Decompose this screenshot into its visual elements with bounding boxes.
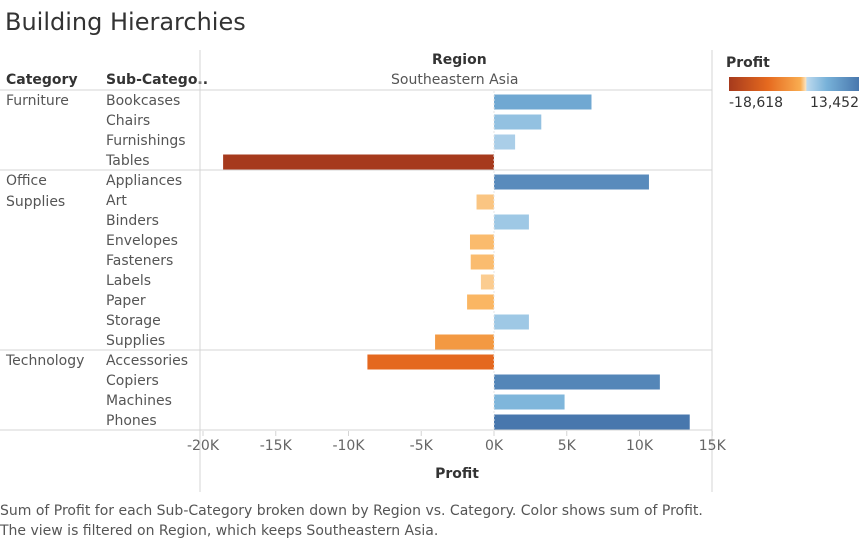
subcategory-label: Envelopes xyxy=(106,233,178,249)
x-tick-label: 0K xyxy=(484,438,504,454)
bar-accessories[interactable] xyxy=(367,354,494,370)
subcategory-label: Chairs xyxy=(106,113,151,129)
region-value[interactable]: Southeastern Asia xyxy=(391,72,519,88)
subcategory-label: Fasteners xyxy=(106,253,174,269)
chart-title: Building Hierarchies xyxy=(5,8,246,36)
bar-appliances[interactable] xyxy=(494,174,649,190)
subcategory-label: Machines xyxy=(106,393,172,409)
bar-labels[interactable] xyxy=(480,274,494,290)
subcategory-label: Copiers xyxy=(106,373,159,389)
bar-copiers[interactable] xyxy=(494,374,660,390)
caption-line-2: The view is filtered on Region, which ke… xyxy=(0,523,439,539)
bar-tables[interactable] xyxy=(223,154,494,170)
subcategory-header[interactable]: Sub-Catego.. xyxy=(106,72,209,88)
x-tick-label: 5K xyxy=(557,438,576,454)
bar-art[interactable] xyxy=(476,194,494,210)
subcategory-label: Furnishings xyxy=(106,133,186,149)
category-header[interactable]: Category xyxy=(6,72,78,88)
subcategory-label: Bookcases xyxy=(106,93,181,109)
subcategory-label: Tables xyxy=(106,153,150,169)
x-tick-label: -10K xyxy=(332,438,365,454)
bar-binders[interactable] xyxy=(494,214,529,230)
x-tick-label: -20K xyxy=(186,438,220,454)
subcategory-label: Phones xyxy=(106,413,157,429)
subcategory-label: Accessories xyxy=(106,353,189,369)
subcategory-label: Appliances xyxy=(106,173,183,189)
x-tick-label: 10K xyxy=(626,438,653,454)
category-label: Office Supplies xyxy=(6,173,66,210)
bar-bookcases[interactable] xyxy=(494,94,592,110)
bar-envelopes[interactable] xyxy=(469,234,494,250)
x-axis-title: Profit xyxy=(435,466,479,482)
subcategory-label: Labels xyxy=(106,273,152,289)
bar-phones[interactable] xyxy=(494,414,690,430)
category-label: Furniture xyxy=(6,93,69,109)
legend-max-label: 13,452 xyxy=(810,95,859,111)
legend-min-label: -18,618 xyxy=(729,95,784,111)
subcategory-label: Art xyxy=(106,193,127,209)
bar-chairs[interactable] xyxy=(494,114,542,130)
subcategory-label: Supplies xyxy=(106,333,166,349)
bar-paper[interactable] xyxy=(467,294,494,310)
region-header[interactable]: Region xyxy=(432,52,487,68)
x-tick-label: -15K xyxy=(259,438,292,454)
subcategory-label: Storage xyxy=(106,313,161,329)
subcategory-label: Binders xyxy=(106,213,159,229)
bar-storage[interactable] xyxy=(494,314,529,330)
bar-fasteners[interactable] xyxy=(470,254,494,270)
x-tick-label: -5K xyxy=(409,438,433,454)
caption-line-1: Sum of Profit for each Sub-Category brok… xyxy=(0,503,703,519)
legend-title: Profit xyxy=(726,55,770,71)
bar-supplies[interactable] xyxy=(435,334,494,350)
color-legend-bar[interactable] xyxy=(729,77,859,91)
subcategory-label: Paper xyxy=(106,293,146,309)
bar-furnishings[interactable] xyxy=(494,134,516,150)
category-label: Technology xyxy=(6,353,85,369)
bar-machines[interactable] xyxy=(494,394,565,410)
x-tick-label: 15K xyxy=(698,438,726,454)
